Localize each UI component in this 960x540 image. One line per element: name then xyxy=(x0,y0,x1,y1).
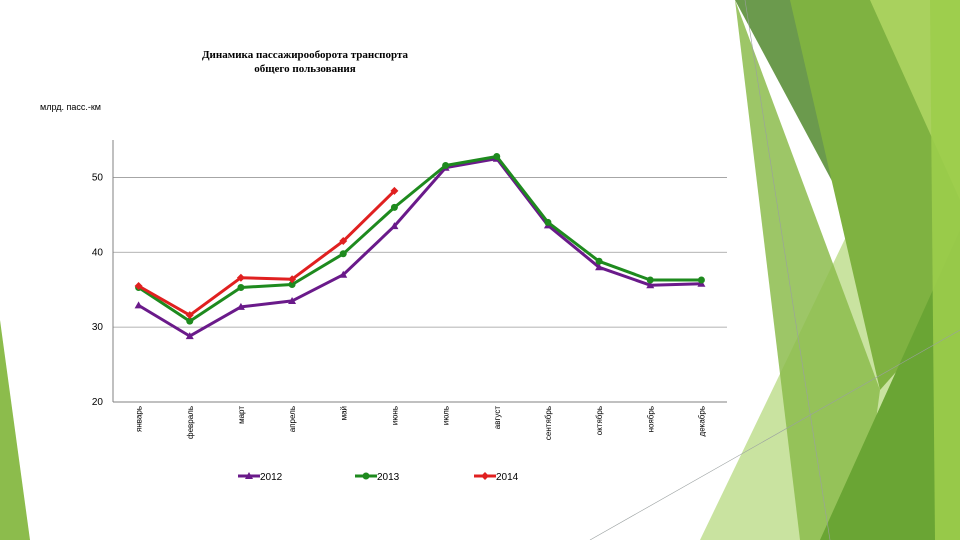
x-tick-label: июнь xyxy=(390,406,399,425)
chart-title-line-2: общего пользования xyxy=(254,63,356,75)
x-tick-label: сентябрь xyxy=(544,406,553,440)
data-point xyxy=(362,472,370,480)
y-tick-label: 40 xyxy=(92,247,104,258)
x-tick-label: май xyxy=(339,406,348,420)
y-tick-labels: 20 30 40 50 xyxy=(92,172,104,408)
data-point xyxy=(339,270,348,278)
data-point xyxy=(595,257,603,265)
x-tick-label: ноябрь xyxy=(646,406,655,432)
x-tick-label: декабрь xyxy=(697,406,706,436)
y-tick-label: 30 xyxy=(92,322,104,333)
x-tick-label: апрель xyxy=(288,406,297,432)
data-point xyxy=(236,273,245,282)
chart-series xyxy=(134,152,706,340)
data-point xyxy=(646,276,654,284)
x-tick-label: август xyxy=(493,406,502,430)
chart-title: Динамика пассажирооборота транспорта общ… xyxy=(140,48,470,76)
series-line xyxy=(137,189,396,317)
data-point xyxy=(186,317,194,325)
legend-label: 2012 xyxy=(260,472,283,483)
data-point xyxy=(288,275,297,284)
chart-legend: 2012 2013 2014 xyxy=(238,472,519,483)
data-point xyxy=(390,203,398,211)
x-tick-label: март xyxy=(237,406,246,424)
data-point xyxy=(134,301,143,309)
data-point xyxy=(288,280,296,288)
y-axis-label: млрд. пасс.-км xyxy=(40,102,101,112)
legend-label: 2013 xyxy=(377,472,400,483)
data-point xyxy=(646,281,655,289)
data-point xyxy=(134,281,143,290)
data-point xyxy=(185,311,194,320)
data-point xyxy=(544,218,552,226)
x-tick-label: февраль xyxy=(186,406,195,439)
data-point xyxy=(185,332,194,340)
data-point xyxy=(245,472,253,479)
data-point xyxy=(288,296,297,304)
series-2014 xyxy=(134,186,399,320)
x-tick-labels: январь февраль март апрель май июнь июль август… xyxy=(135,406,707,440)
data-point xyxy=(339,237,348,246)
grid-lines xyxy=(113,177,727,328)
y-tick-label: 50 xyxy=(92,172,104,183)
data-point xyxy=(390,222,399,230)
chart-title-line-1: Динамика пассажирооборота транспорта xyxy=(201,49,408,61)
data-point xyxy=(595,263,604,271)
legend-label: 2014 xyxy=(496,472,519,483)
data-point xyxy=(493,152,501,160)
legend-item-2014: 2014 xyxy=(474,472,519,483)
data-point xyxy=(481,472,489,480)
series-2012 xyxy=(134,154,706,340)
data-point xyxy=(697,276,705,284)
data-point xyxy=(236,302,245,310)
series-line xyxy=(137,155,702,323)
x-tick-label: июль xyxy=(442,406,451,425)
series-line xyxy=(137,157,702,338)
legend-item-2012: 2012 xyxy=(238,472,283,483)
data-point xyxy=(442,161,450,169)
legend-item-2013: 2013 xyxy=(355,472,400,483)
x-tick-label: январь xyxy=(135,406,144,432)
data-point xyxy=(390,186,399,195)
series-2013 xyxy=(135,152,705,325)
data-point xyxy=(339,250,347,258)
x-tick-label: октябрь xyxy=(595,406,604,435)
y-tick-label: 20 xyxy=(92,397,104,408)
data-point xyxy=(237,283,245,291)
